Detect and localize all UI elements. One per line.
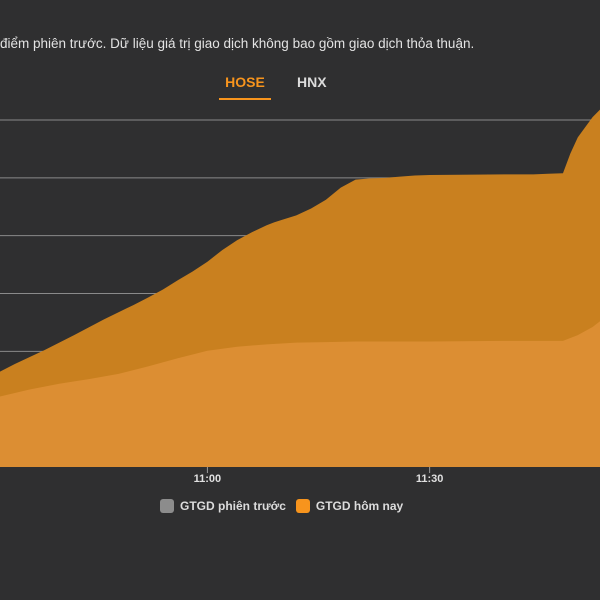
chart-legend: GTGD phiên trước GTGD hôm nay	[160, 497, 403, 515]
legend-label-previous: GTGD phiên trước	[180, 499, 286, 513]
legend-item-previous-session[interactable]: GTGD phiên trước	[160, 499, 286, 513]
x-tick-label: 11:00	[194, 473, 222, 485]
chart-footnote: điểm phiên trước. Dữ liệu giá trị giao d…	[0, 36, 475, 51]
exchange-tabs: HOSE HNX	[0, 72, 600, 102]
x-tick-label: 11:30	[416, 473, 444, 485]
series-area-today	[0, 321, 600, 467]
legend-swatch-today	[295, 499, 310, 513]
legend-label-today: GTGD hôm nay	[315, 499, 404, 513]
legend-swatch-previous	[160, 499, 174, 513]
tab-hose[interactable]: HOSE	[219, 72, 271, 100]
legend-item-today[interactable]: GTGD hôm nay	[295, 499, 404, 513]
tab-hnx[interactable]: HNX	[297, 74, 327, 90]
